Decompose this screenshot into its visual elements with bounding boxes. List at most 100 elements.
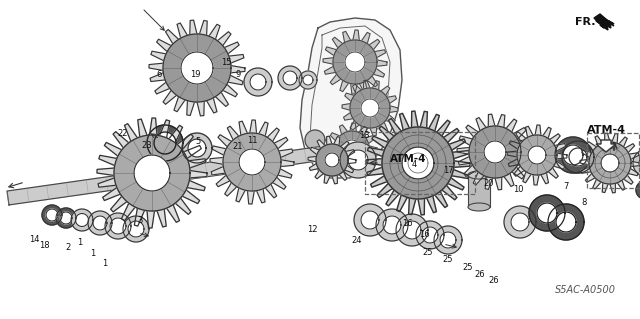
Polygon shape [278, 66, 302, 90]
Polygon shape [7, 143, 346, 205]
Polygon shape [555, 137, 591, 173]
Polygon shape [239, 149, 265, 175]
Polygon shape [128, 221, 144, 237]
Polygon shape [123, 216, 149, 242]
Polygon shape [402, 147, 434, 179]
Text: FR.: FR. [575, 17, 596, 27]
Polygon shape [594, 14, 614, 30]
Text: 17: 17 [443, 166, 453, 175]
Text: 1: 1 [77, 238, 83, 247]
Text: 25: 25 [443, 256, 453, 264]
Polygon shape [250, 74, 266, 90]
Polygon shape [601, 154, 619, 172]
Polygon shape [340, 142, 376, 178]
Polygon shape [344, 140, 360, 156]
Polygon shape [434, 226, 462, 254]
Polygon shape [589, 142, 631, 184]
Polygon shape [596, 140, 616, 152]
Polygon shape [105, 213, 131, 239]
Polygon shape [350, 88, 390, 128]
Polygon shape [323, 30, 387, 94]
Polygon shape [596, 16, 614, 28]
Polygon shape [403, 221, 421, 239]
Polygon shape [345, 52, 365, 72]
Text: 25: 25 [422, 248, 433, 256]
Polygon shape [569, 148, 587, 166]
Polygon shape [529, 195, 565, 231]
Polygon shape [511, 213, 529, 231]
Polygon shape [376, 209, 408, 241]
Text: 16: 16 [402, 219, 412, 228]
Polygon shape [396, 214, 428, 246]
Text: S5AC-A0500: S5AC-A0500 [555, 285, 616, 295]
Text: 22: 22 [118, 130, 128, 138]
Polygon shape [305, 130, 325, 150]
Polygon shape [114, 135, 190, 211]
Polygon shape [335, 131, 369, 165]
Polygon shape [484, 141, 506, 163]
Text: 15: 15 [221, 58, 231, 67]
Text: 16: 16 [419, 230, 429, 239]
Polygon shape [299, 71, 317, 89]
Polygon shape [639, 155, 640, 171]
Polygon shape [283, 71, 297, 85]
Polygon shape [383, 216, 401, 234]
Polygon shape [303, 75, 313, 85]
Text: 3: 3 [137, 216, 142, 225]
Text: 7: 7 [564, 182, 569, 191]
Polygon shape [300, 18, 402, 178]
Polygon shape [548, 204, 584, 240]
Ellipse shape [468, 171, 490, 179]
Text: 1: 1 [102, 259, 107, 268]
Text: 13: 13 [360, 131, 370, 140]
Text: 19: 19 [190, 70, 200, 79]
Text: 1: 1 [90, 249, 95, 258]
Polygon shape [88, 211, 112, 235]
Text: 9: 9 [236, 70, 241, 79]
Text: 8: 8 [581, 198, 586, 207]
Text: 11: 11 [248, 136, 258, 145]
Polygon shape [563, 145, 583, 165]
Polygon shape [149, 20, 245, 116]
Polygon shape [457, 114, 533, 190]
Polygon shape [97, 118, 207, 228]
Polygon shape [422, 227, 438, 243]
Polygon shape [366, 111, 470, 215]
Polygon shape [416, 221, 444, 249]
Polygon shape [188, 139, 206, 157]
Polygon shape [636, 181, 640, 199]
Polygon shape [327, 123, 377, 173]
Polygon shape [580, 133, 640, 193]
Polygon shape [469, 126, 521, 178]
Text: 20: 20 [483, 179, 493, 188]
Polygon shape [46, 209, 58, 221]
Polygon shape [517, 135, 557, 175]
Polygon shape [333, 40, 377, 84]
Text: 12: 12 [307, 225, 317, 234]
Ellipse shape [468, 203, 490, 211]
Text: 25: 25 [462, 263, 472, 272]
Text: 5: 5 [196, 137, 201, 146]
Polygon shape [316, 144, 348, 176]
Polygon shape [210, 120, 294, 204]
Polygon shape [60, 212, 72, 224]
Polygon shape [134, 155, 170, 191]
Polygon shape [223, 133, 281, 191]
Polygon shape [147, 125, 183, 161]
Polygon shape [633, 149, 640, 177]
Text: ATM-4: ATM-4 [390, 154, 426, 164]
Text: 14: 14 [29, 235, 39, 244]
Polygon shape [42, 205, 62, 225]
Polygon shape [93, 216, 107, 230]
Text: 18: 18 [40, 241, 50, 250]
Polygon shape [342, 80, 398, 136]
Polygon shape [361, 99, 379, 117]
Polygon shape [182, 133, 212, 163]
Polygon shape [348, 150, 368, 170]
Text: 26: 26 [475, 270, 485, 279]
Polygon shape [163, 34, 231, 102]
Polygon shape [507, 125, 567, 185]
Polygon shape [382, 127, 454, 199]
Bar [468, 175, 490, 207]
Polygon shape [537, 203, 557, 223]
